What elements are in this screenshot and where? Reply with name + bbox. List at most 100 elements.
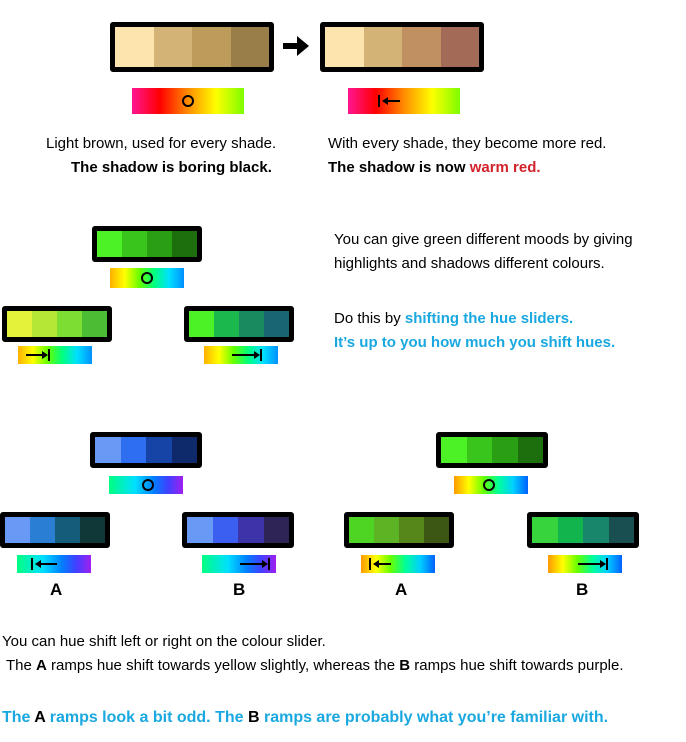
left-arrow-icon bbox=[378, 95, 400, 107]
footer-line-1: You can hue shift left or right on the c… bbox=[2, 633, 326, 650]
color-swatch bbox=[264, 311, 289, 337]
caption-right-2-prefix: The shadow is now bbox=[328, 159, 470, 176]
left-arrow-icon bbox=[31, 558, 57, 570]
label-blue-a: A bbox=[50, 580, 63, 599]
color-swatch bbox=[424, 517, 449, 543]
color-swatch bbox=[30, 517, 55, 543]
color-swatch bbox=[492, 437, 518, 463]
footer-line-3-a: A bbox=[34, 709, 46, 726]
slider-marker-icon bbox=[182, 95, 194, 107]
footer-line-2-prefix: The bbox=[6, 657, 37, 674]
blue-slider-b bbox=[202, 555, 276, 573]
color-swatch bbox=[214, 311, 239, 337]
green-slider-center bbox=[110, 268, 184, 288]
up-to-you-line: It’s up to you how much you shift hues. bbox=[334, 334, 616, 351]
label-green-b: B bbox=[576, 580, 589, 599]
right-arrow-icon bbox=[240, 558, 270, 570]
color-swatch bbox=[517, 437, 543, 463]
caption-left-1: Light brown, used for every shade. bbox=[46, 135, 277, 152]
caption-right-1: With every shade, they become more red. bbox=[328, 135, 607, 152]
color-swatch bbox=[583, 517, 609, 543]
color-swatch bbox=[7, 311, 32, 337]
color-swatch bbox=[466, 437, 492, 463]
do-this-prefix: Do this by bbox=[334, 310, 405, 327]
color-swatch bbox=[349, 517, 374, 543]
caption-right-2: The shadow is now warm red. bbox=[328, 158, 541, 178]
green2-slider-a bbox=[361, 555, 435, 573]
color-swatch bbox=[557, 517, 583, 543]
slider-marker-icon bbox=[141, 272, 153, 284]
blue-slider-center bbox=[109, 476, 183, 494]
blue-ramp-base bbox=[90, 432, 202, 468]
footer-line-3-prefix: The bbox=[2, 709, 35, 726]
green-ramp-base bbox=[92, 226, 202, 262]
color-swatch bbox=[532, 517, 558, 543]
footer-line-2-mid: ramps hue shift towards yellow slightly,… bbox=[46, 657, 400, 674]
left-arrow-icon bbox=[369, 558, 391, 570]
color-swatch bbox=[402, 27, 441, 67]
label-green-a: A bbox=[395, 580, 408, 599]
color-swatch bbox=[187, 517, 213, 543]
hue-slider-center bbox=[132, 88, 244, 114]
brown-ramp-before bbox=[110, 22, 274, 72]
green-slider-shift-right-far bbox=[204, 346, 278, 364]
shifting-sliders-highlight: shifting the hue sliders. bbox=[404, 310, 574, 327]
right-arrow-icon bbox=[578, 558, 608, 570]
right-arrow-icon bbox=[26, 349, 50, 361]
right-arrow-icon bbox=[283, 36, 311, 56]
color-swatch bbox=[171, 437, 197, 463]
color-swatch bbox=[399, 517, 424, 543]
color-swatch bbox=[80, 517, 105, 543]
green2-slider-b bbox=[548, 555, 622, 573]
caption-left-2: The shadow is boring black. bbox=[71, 159, 272, 176]
color-swatch bbox=[608, 517, 634, 543]
color-swatch bbox=[122, 231, 147, 257]
color-swatch bbox=[5, 517, 30, 543]
brown-ramp-after bbox=[320, 22, 484, 72]
color-swatch bbox=[95, 437, 121, 463]
green-ramp-teal bbox=[184, 306, 294, 342]
green-ramp-yellow bbox=[2, 306, 112, 342]
color-swatch bbox=[325, 27, 364, 67]
green-desc-1: You can give green different moods by gi… bbox=[334, 231, 633, 248]
blue-ramp-b bbox=[182, 512, 294, 548]
color-swatch bbox=[82, 311, 107, 337]
do-this-line: Do this by shifting the hue sliders. bbox=[334, 309, 573, 329]
color-swatch bbox=[192, 27, 231, 67]
blue-slider-a bbox=[17, 555, 91, 573]
color-swatch bbox=[440, 27, 479, 67]
color-swatch bbox=[238, 517, 264, 543]
color-swatch bbox=[146, 437, 172, 463]
footer-line-2-b: B bbox=[399, 657, 411, 674]
color-swatch bbox=[57, 311, 82, 337]
color-swatch bbox=[115, 27, 154, 67]
color-swatch bbox=[55, 517, 80, 543]
color-swatch bbox=[189, 311, 214, 337]
color-swatch bbox=[239, 311, 264, 337]
footer-line-2: The A ramps hue shift towards yellow sli… bbox=[6, 656, 624, 676]
slider-marker-icon bbox=[483, 479, 495, 491]
color-swatch bbox=[374, 517, 399, 543]
blue-ramp-a bbox=[0, 512, 110, 548]
color-swatch bbox=[97, 231, 122, 257]
color-swatch bbox=[147, 231, 172, 257]
footer-line-3-b: B bbox=[247, 709, 260, 726]
color-swatch bbox=[120, 437, 146, 463]
color-swatch bbox=[32, 311, 57, 337]
green2-ramp-a bbox=[344, 512, 454, 548]
slider-marker-icon bbox=[142, 479, 154, 491]
hue-slider-shift-left bbox=[348, 88, 460, 114]
footer-line-2-suffix: ramps hue shift towards purple. bbox=[410, 657, 624, 674]
right-arrow-icon bbox=[232, 349, 262, 361]
footer-line-3: The A ramps look a bit odd. The B ramps … bbox=[2, 708, 608, 728]
green2-ramp-base bbox=[436, 432, 548, 468]
green-desc-2: highlights and shadows different colours… bbox=[334, 255, 605, 272]
footer-line-3-mid: ramps look a bit odd. The bbox=[45, 709, 248, 726]
green2-slider-center bbox=[454, 476, 528, 494]
color-swatch bbox=[263, 517, 289, 543]
color-swatch bbox=[172, 231, 197, 257]
color-swatch bbox=[153, 27, 192, 67]
color-swatch bbox=[230, 27, 269, 67]
label-blue-b: B bbox=[233, 580, 246, 599]
footer-line-2-a: A bbox=[36, 657, 47, 674]
